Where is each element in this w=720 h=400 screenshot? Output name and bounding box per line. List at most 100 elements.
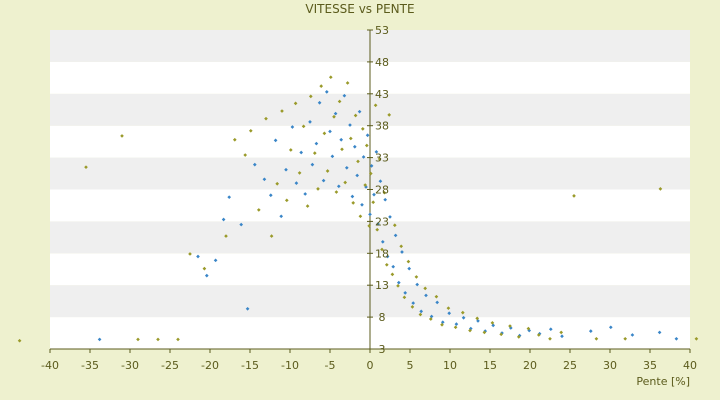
data-point [490,321,495,325]
data-point [402,295,407,300]
x-tick-label: 30 [603,359,617,372]
data-point [340,147,344,152]
data-point [482,330,487,335]
data-point [393,233,398,238]
data-point [310,162,315,167]
data-point [336,184,341,189]
data-point [356,159,360,164]
data-point [657,330,662,335]
data-point [396,283,400,288]
y-tick-label: 13 [375,279,389,292]
data-point [364,143,369,148]
data-point [243,153,248,157]
data-point [387,113,392,117]
data-point [380,247,384,252]
y-tick-label: 8 [379,311,386,324]
data-point [548,327,553,332]
x-tick-label: 20 [523,359,537,372]
data-point [262,177,267,182]
data-point [136,337,140,342]
data-point [559,330,564,335]
data-point [301,124,306,129]
data-point [17,338,22,343]
data-point [297,171,302,175]
x-tick-label: -20 [201,359,219,372]
data-point [434,294,439,299]
data-point [390,272,395,277]
data-point [269,234,274,238]
data-point [252,162,257,167]
data-point [284,167,288,172]
x-tick-label: 25 [563,359,577,372]
data-point [288,148,293,152]
data-point [428,317,433,321]
x-tick-labels: -40 -35 -30 -25 -20 -15 -10 -5 0 5 10 15 20 25 30 35 40 [41,359,697,372]
data-point [410,305,415,309]
data-point [176,337,180,342]
data-point [352,144,357,149]
data-points [17,75,699,343]
data-point [392,223,397,228]
data-point [435,300,440,305]
data-point [232,137,237,142]
data-point [560,334,564,339]
x-tick-label: -10 [281,359,299,372]
data-point [419,309,424,314]
data-point [256,208,261,212]
y-tick-label: 23 [375,215,389,228]
data-point [303,192,308,196]
data-point [369,164,374,168]
data-point [418,312,423,317]
data-point [319,84,324,88]
y-tick-label: 28 [375,184,389,197]
data-point [363,183,368,187]
data-point [400,250,404,254]
data-point [350,194,355,199]
data-point [391,264,396,269]
data-point [446,306,451,311]
data-point [380,239,385,244]
data-point [305,204,310,208]
x-tick-label: -5 [325,359,336,372]
data-point [299,150,304,155]
data-point [383,197,388,202]
data-point [407,266,412,271]
data-point [499,332,504,337]
x-tick-label: 5 [407,359,414,372]
data-point [453,325,458,330]
y-tick-label: 38 [375,120,389,133]
data-point [248,128,253,133]
data-point [384,262,389,267]
data-point [333,111,338,116]
y-tick-label: 33 [375,152,389,165]
data-point [396,280,401,285]
x-tick-label: 40 [683,359,697,372]
data-point [308,120,312,124]
data-point [414,275,419,279]
data-point [120,134,124,138]
data-point [84,165,88,170]
data-point [353,113,358,118]
x-tick-label: -25 [161,359,179,372]
data-point [328,129,332,134]
data-point [361,155,366,159]
data-point [454,322,459,326]
data-point [345,81,350,85]
y-tick-label: 18 [375,247,389,260]
data-point [423,286,428,291]
data-point [188,252,192,256]
data-point [399,244,404,249]
data-point [357,109,362,114]
data-point [376,222,380,226]
data-point [536,333,541,337]
data-point [372,192,376,197]
data-point [312,151,317,155]
x-axis-label: Pente [%] [636,375,690,388]
data-point [388,215,392,219]
data-point [355,173,360,178]
data-point [284,198,289,203]
data-point [196,254,200,259]
